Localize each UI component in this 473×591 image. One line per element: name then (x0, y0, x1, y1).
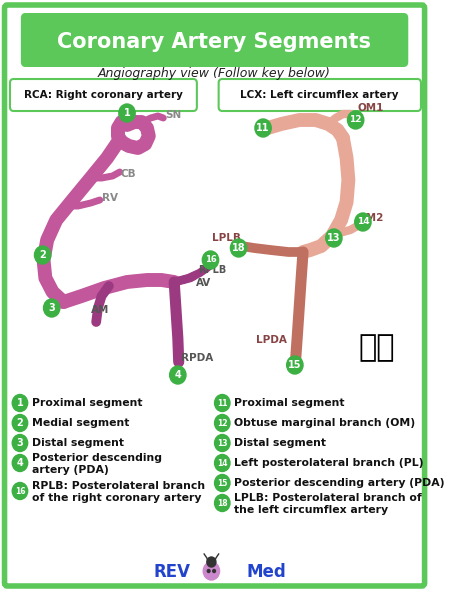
Text: 4: 4 (17, 458, 23, 468)
Circle shape (326, 229, 342, 247)
Circle shape (348, 111, 364, 129)
Text: 2: 2 (39, 250, 46, 260)
FancyBboxPatch shape (21, 13, 408, 67)
Circle shape (215, 414, 230, 431)
Circle shape (170, 366, 186, 384)
Text: the left circumflex artery: the left circumflex artery (234, 505, 388, 515)
Circle shape (44, 299, 60, 317)
Text: LCX: Left circumflex artery: LCX: Left circumflex artery (240, 90, 399, 100)
Text: Obtuse marginal branch (OM): Obtuse marginal branch (OM) (234, 418, 415, 428)
Text: Distal segment: Distal segment (234, 438, 326, 448)
FancyBboxPatch shape (219, 79, 421, 111)
Text: 11: 11 (217, 398, 228, 408)
FancyBboxPatch shape (10, 79, 197, 111)
Circle shape (230, 239, 247, 257)
Text: 13: 13 (327, 233, 341, 243)
Text: CB: CB (121, 169, 136, 179)
Circle shape (207, 557, 216, 567)
Text: AM: AM (91, 305, 109, 315)
Text: RPLB: RPLB (198, 265, 226, 275)
Text: artery (PDA): artery (PDA) (32, 465, 108, 475)
Text: RPLB: Posterolateral branch: RPLB: Posterolateral branch (32, 481, 205, 491)
Text: 14: 14 (357, 217, 369, 226)
Text: Posterior descending: Posterior descending (32, 453, 162, 463)
Circle shape (12, 434, 28, 452)
Text: 2: 2 (17, 418, 23, 428)
Text: Medial segment: Medial segment (32, 418, 129, 428)
Text: 👍🏼: 👍🏼 (358, 333, 395, 362)
Text: LPLB: Posterolateral branch of: LPLB: Posterolateral branch of (234, 493, 422, 503)
Text: 11: 11 (256, 123, 270, 133)
Circle shape (12, 414, 28, 431)
Text: LPDA: LPDA (256, 335, 287, 345)
Text: Med: Med (247, 563, 287, 581)
Text: 1: 1 (17, 398, 23, 408)
Text: 16: 16 (205, 255, 216, 265)
Circle shape (355, 213, 371, 231)
Text: 12: 12 (350, 115, 362, 125)
Circle shape (215, 495, 230, 511)
Text: REV: REV (154, 563, 191, 581)
Text: Coronary Artery Segments: Coronary Artery Segments (57, 32, 371, 52)
Text: 12: 12 (217, 418, 228, 427)
Circle shape (287, 356, 303, 374)
Text: OM2: OM2 (358, 213, 384, 223)
Circle shape (119, 104, 135, 122)
Text: Proximal segment: Proximal segment (32, 398, 142, 408)
Text: SN: SN (165, 110, 181, 120)
Text: 13: 13 (217, 439, 228, 447)
Text: Left posterolateral branch (PL): Left posterolateral branch (PL) (234, 458, 423, 468)
Circle shape (12, 454, 28, 472)
Circle shape (215, 395, 230, 411)
Text: 14: 14 (217, 459, 228, 467)
Circle shape (35, 246, 51, 264)
Text: 3: 3 (17, 438, 23, 448)
Text: 15: 15 (217, 479, 228, 488)
Circle shape (12, 482, 28, 499)
Text: Posterior descending artery (PDA): Posterior descending artery (PDA) (234, 478, 445, 488)
Text: Angiography view (Follow key below): Angiography view (Follow key below) (97, 67, 331, 80)
Text: LPLB: LPLB (212, 233, 241, 243)
Circle shape (202, 251, 219, 269)
FancyBboxPatch shape (5, 5, 425, 586)
Circle shape (215, 475, 230, 492)
Text: of the right coronary artery: of the right coronary artery (32, 493, 201, 503)
Circle shape (207, 570, 210, 573)
Text: 15: 15 (288, 360, 302, 370)
Circle shape (203, 562, 219, 580)
Circle shape (215, 434, 230, 452)
Circle shape (213, 570, 216, 573)
Text: RCA: Right coronary artery: RCA: Right coronary artery (24, 90, 183, 100)
Text: RV: RV (102, 193, 118, 203)
Text: Proximal segment: Proximal segment (234, 398, 344, 408)
Circle shape (215, 454, 230, 472)
Text: 4: 4 (175, 370, 181, 380)
Text: Distal segment: Distal segment (32, 438, 124, 448)
Text: OM1: OM1 (358, 103, 384, 113)
Text: 3: 3 (48, 303, 55, 313)
Circle shape (255, 119, 271, 137)
Text: 1: 1 (123, 108, 131, 118)
Text: RPDA: RPDA (182, 353, 214, 363)
Text: 18: 18 (217, 498, 228, 508)
Text: 16: 16 (15, 486, 25, 495)
Text: 18: 18 (232, 243, 245, 253)
Circle shape (12, 395, 28, 411)
Text: AV: AV (196, 278, 211, 288)
